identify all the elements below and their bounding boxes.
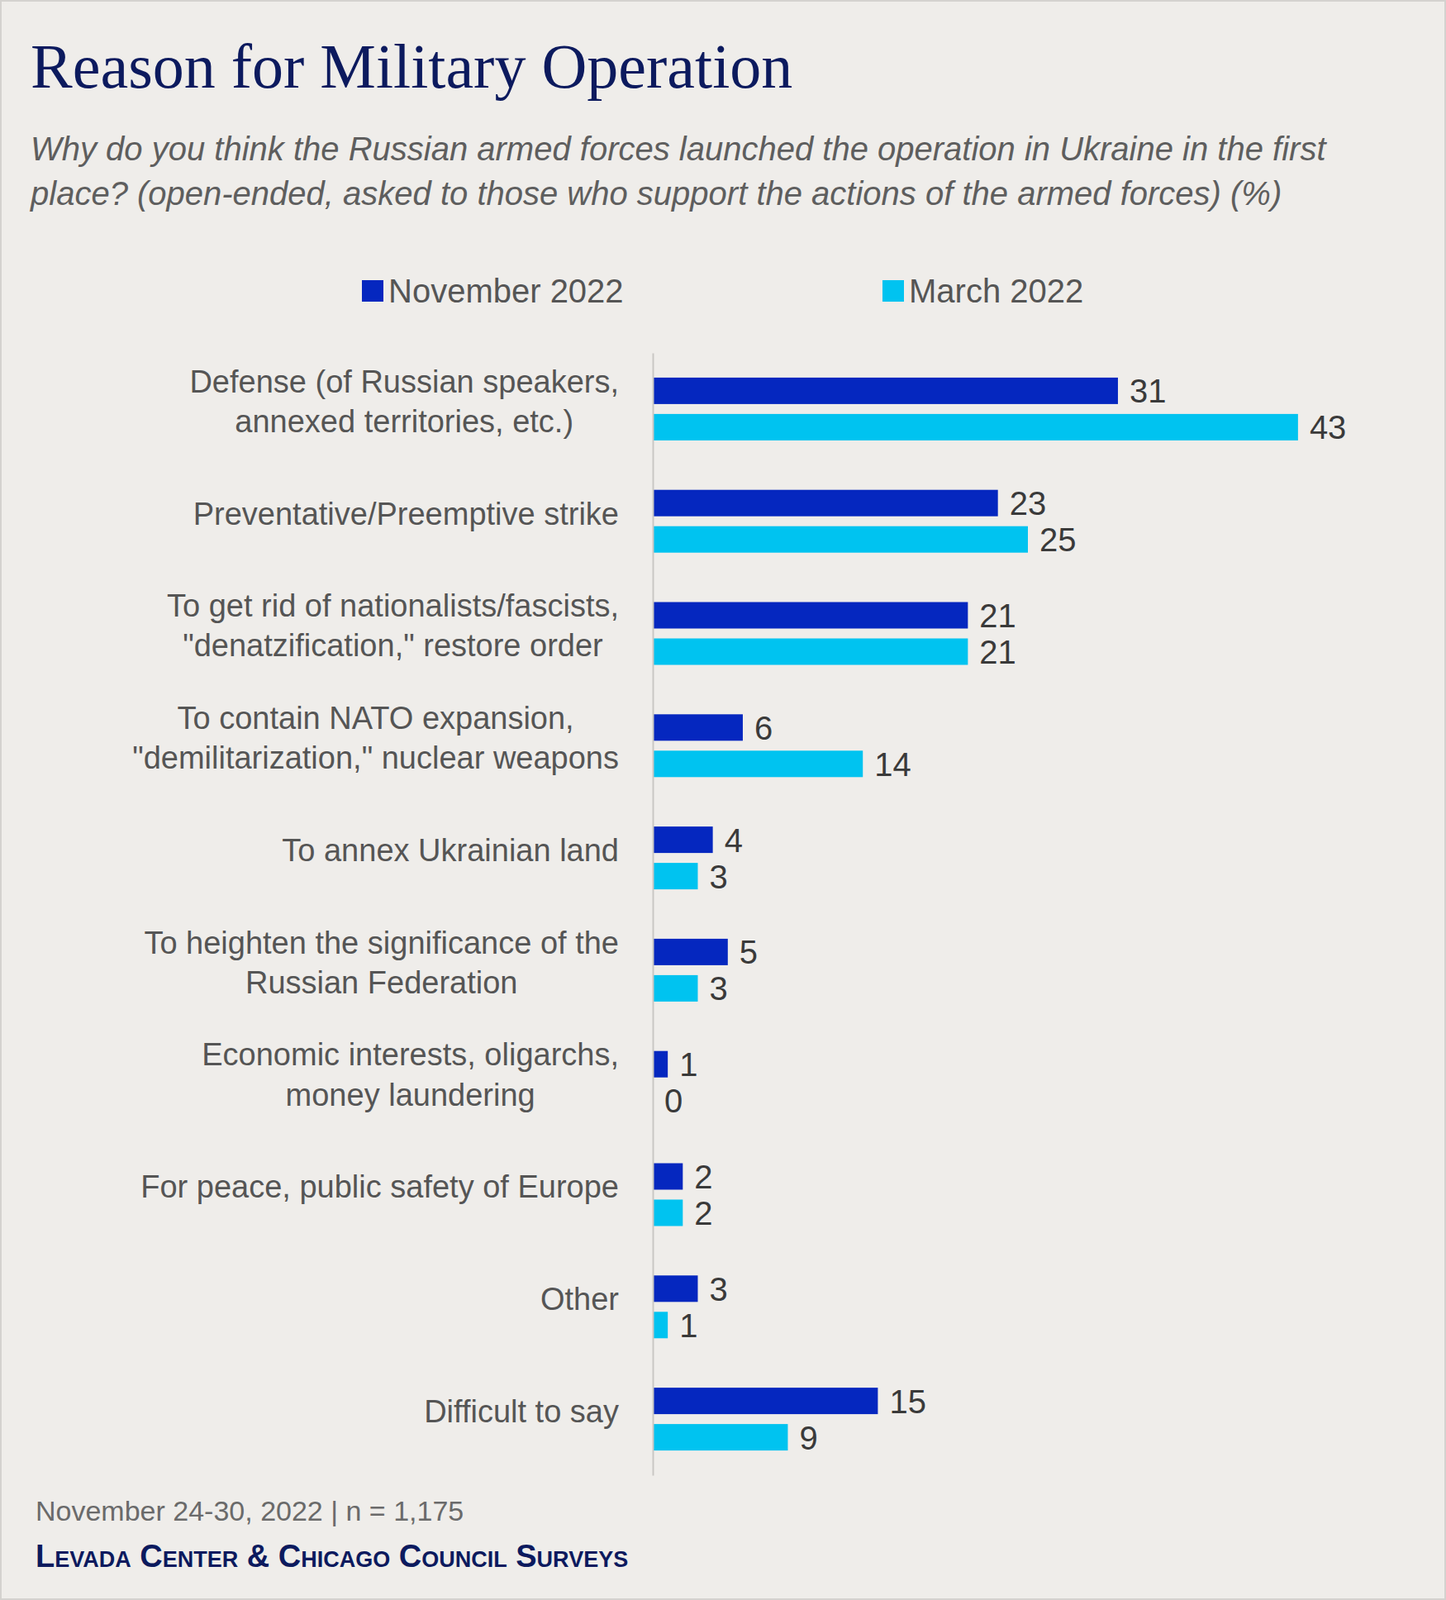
y-axis: Defense (of Russian speakers,annexed ter… [132, 353, 653, 1476]
tick-label: To heighten the significance of theRussi… [143, 925, 619, 1000]
data-label: 6 [754, 709, 773, 747]
tick: To heighten the significance of theRussi… [143, 925, 653, 1000]
plot: 3123216451231543252114330219Defense (of … [132, 353, 1347, 1476]
data-label: 21 [979, 597, 1017, 634]
axis-line [652, 353, 655, 1476]
legend-item: March 2022 [882, 272, 1084, 310]
legend-item: November 2022 [361, 272, 624, 310]
data-label: 0 [664, 1082, 683, 1119]
bar [652, 1051, 668, 1078]
tick-label: To annex Ukrainian land [281, 832, 619, 868]
tick-label: Defense (of Russian speakers,annexed ter… [189, 364, 619, 439]
bar [652, 1311, 668, 1338]
tick: To annex Ukrainian land [281, 832, 653, 868]
tick: Difficult to say [423, 1393, 653, 1429]
data-label: 23 [1009, 485, 1047, 522]
tick: Defense (of Russian speakers,annexed ter… [189, 364, 653, 439]
tick: Economic interests, oligarchs,money laun… [201, 1036, 653, 1112]
bar [652, 602, 968, 629]
caption: November 24-30, 2022 | n = 1,175 [35, 1494, 464, 1527]
bar [652, 1163, 683, 1190]
data-label: 5 [739, 933, 758, 971]
tick: To get rid of nationalists/fascists,"den… [166, 588, 653, 663]
data-labels: 3123216451231543252114330219 [664, 372, 1347, 1456]
data-label: 2 [694, 1194, 713, 1232]
legend-label: November 2022 [388, 272, 624, 310]
bar [652, 1274, 698, 1302]
data-label: 3 [708, 1270, 728, 1308]
source: Levada Center & Chicago Council Surveys [35, 1538, 628, 1574]
tick: For peace, public safety of Europe [140, 1169, 653, 1204]
bar [652, 938, 728, 966]
legend-label: March 2022 [908, 272, 1084, 310]
data-label: 9 [799, 1419, 818, 1456]
tick-label: To contain NATO expansion,"demilitarizat… [132, 700, 619, 776]
data-label: 15 [889, 1383, 927, 1420]
bar [652, 862, 698, 890]
tick-label: Other [540, 1281, 619, 1317]
bar [652, 975, 698, 1002]
tick-label: To get rid of nationalists/fascists,"den… [166, 588, 619, 663]
chart: Reason for Military Operation Why do you … [0, 0, 1446, 1600]
data-label: 2 [694, 1158, 713, 1195]
tick-label: For peace, public safety of Europe [140, 1169, 619, 1204]
bar [652, 489, 999, 517]
tick-label: Preventative/Preemptive strike [193, 496, 619, 532]
tick-label: Economic interests, oligarchs,money laun… [201, 1036, 619, 1112]
bar [652, 1423, 788, 1451]
legend-swatch [882, 280, 904, 302]
data-label: 3 [708, 858, 728, 895]
legend-swatch [361, 280, 384, 302]
bars [652, 377, 1299, 1451]
subtitle: Why do you think the Russian armed force… [29, 130, 1328, 212]
bar [652, 1387, 878, 1414]
data-label: 4 [724, 822, 743, 859]
tick: Other [540, 1281, 653, 1317]
tick-label: Difficult to say [423, 1393, 619, 1429]
data-label: 25 [1039, 521, 1077, 558]
data-label: 43 [1309, 409, 1347, 446]
tick: Preventative/Preemptive strike [193, 496, 653, 532]
bar [652, 413, 1299, 441]
data-label: 1 [679, 1046, 698, 1083]
bar [652, 713, 743, 741]
bar [652, 1199, 683, 1227]
bar [652, 377, 1118, 405]
title: Reason for Military Operation [30, 31, 793, 101]
bar [652, 826, 714, 853]
data-label: 1 [679, 1307, 698, 1344]
data-label: 3 [708, 970, 728, 1007]
data-label: 31 [1129, 372, 1167, 410]
data-label: 14 [874, 746, 912, 783]
bar [652, 750, 863, 777]
bar [652, 526, 1028, 553]
background [0, 0, 1446, 1599]
tick: To contain NATO expansion,"demilitarizat… [132, 700, 653, 776]
legend: November 2022 March 2022 [361, 272, 1084, 310]
bar [652, 638, 968, 666]
data-label: 21 [979, 633, 1017, 671]
